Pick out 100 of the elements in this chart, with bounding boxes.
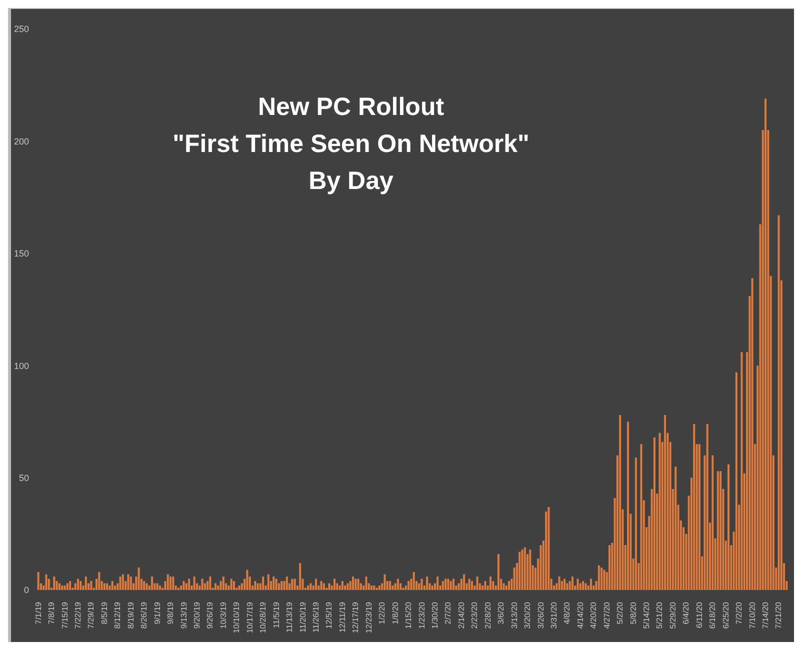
x-tick-label: 9/8/19 (166, 601, 176, 624)
x-tick-label: 7/21/20 (774, 601, 784, 629)
x-tick-label: 12/23/19 (364, 601, 374, 634)
x-tick-label: 8/26/19 (140, 601, 149, 629)
bar (204, 583, 206, 590)
x-tick-label: 11/26/19 (311, 601, 320, 633)
bar (275, 578, 278, 590)
bar (431, 586, 434, 590)
bar (69, 581, 72, 590)
bar (61, 586, 64, 590)
bar (545, 511, 548, 590)
bar (365, 576, 368, 590)
bar (246, 570, 248, 590)
x-tick-label: 7/22/19 (73, 601, 82, 629)
x-tick-label: 9/1/19 (152, 601, 162, 624)
bar (328, 583, 330, 590)
bar (111, 581, 114, 590)
bar (497, 554, 500, 590)
x-tick-label: 7/8/19 (47, 601, 56, 624)
bar (426, 576, 428, 590)
bar (524, 547, 526, 590)
bar (640, 444, 642, 590)
x-tick-label: 4/20/20 (589, 601, 598, 629)
bar (146, 583, 148, 590)
x-tick-label: 4/8/20 (562, 601, 572, 624)
bar (354, 578, 357, 590)
bar (151, 576, 154, 590)
bar (564, 578, 566, 590)
bar (127, 574, 130, 590)
bar (310, 583, 312, 590)
bar (664, 414, 666, 590)
bar (418, 583, 420, 590)
bar (98, 572, 100, 590)
bar (436, 576, 439, 590)
bar (579, 583, 582, 590)
bar (119, 576, 122, 590)
bar (608, 545, 610, 590)
x-tick-label: 1/8/20 (390, 601, 400, 624)
bar (256, 583, 259, 590)
bar (272, 576, 275, 590)
bar (76, 578, 79, 590)
bar (106, 583, 108, 590)
bar (706, 424, 708, 590)
bar (447, 578, 450, 590)
x-tick-label: 6/4/20 (682, 601, 691, 624)
x-tick-label: 10/28/19 (258, 601, 268, 634)
bar (764, 98, 767, 590)
bar (233, 581, 235, 590)
x-tick-label: 2/7/20 (444, 601, 453, 624)
bar (529, 550, 532, 590)
x-tick-label: 2/23/20 (470, 601, 480, 629)
y-tick-label: 150 (14, 248, 29, 259)
bar (600, 568, 603, 590)
bar (222, 576, 224, 590)
bar (716, 471, 719, 590)
x-tick-label: 2/28/20 (483, 601, 492, 629)
bar (74, 583, 76, 590)
x-tick-label: 7/10/20 (748, 601, 757, 629)
bar (484, 581, 486, 590)
bar (122, 574, 124, 590)
bar (64, 586, 66, 590)
x-tick-label: 12/17/19 (351, 601, 360, 634)
bar (291, 578, 294, 590)
x-tick-label: 1/23/20 (417, 601, 426, 629)
bar (740, 352, 743, 590)
bar (182, 581, 185, 590)
bar (45, 574, 48, 590)
bar (502, 583, 505, 590)
bar (450, 581, 452, 590)
bar (727, 464, 730, 590)
x-tick-label: 3/31/20 (549, 601, 558, 629)
bar (103, 583, 106, 590)
x-tick-label: 3/13/20 (510, 601, 519, 629)
bar (778, 215, 780, 590)
bar (389, 581, 392, 590)
bar (370, 586, 373, 590)
x-tick-label: 7/29/19 (86, 601, 96, 629)
bar (299, 563, 302, 590)
bar (627, 422, 630, 590)
x-tick-label: 1/15/20 (404, 601, 414, 629)
y-tick-label: 0 (24, 585, 29, 596)
bar (156, 583, 158, 590)
bar (582, 581, 584, 590)
bar (185, 583, 188, 590)
bar (698, 444, 700, 590)
bar (460, 578, 462, 590)
bar (619, 414, 622, 590)
bar (566, 583, 568, 590)
x-tick-label: 5/14/20 (642, 601, 652, 629)
bar (693, 424, 696, 590)
bar (548, 506, 550, 590)
x-tick-label: 5/29/20 (668, 601, 678, 629)
x-tick-label: 9/20/19 (192, 601, 202, 629)
bar (458, 583, 460, 590)
bar (634, 458, 637, 590)
x-tick-label: 8/19/19 (126, 601, 136, 629)
x-tick-label: 6/11/20 (694, 601, 704, 628)
bar (280, 581, 283, 590)
x-tick-label: 11/13/19 (285, 601, 294, 633)
bar (674, 466, 677, 590)
